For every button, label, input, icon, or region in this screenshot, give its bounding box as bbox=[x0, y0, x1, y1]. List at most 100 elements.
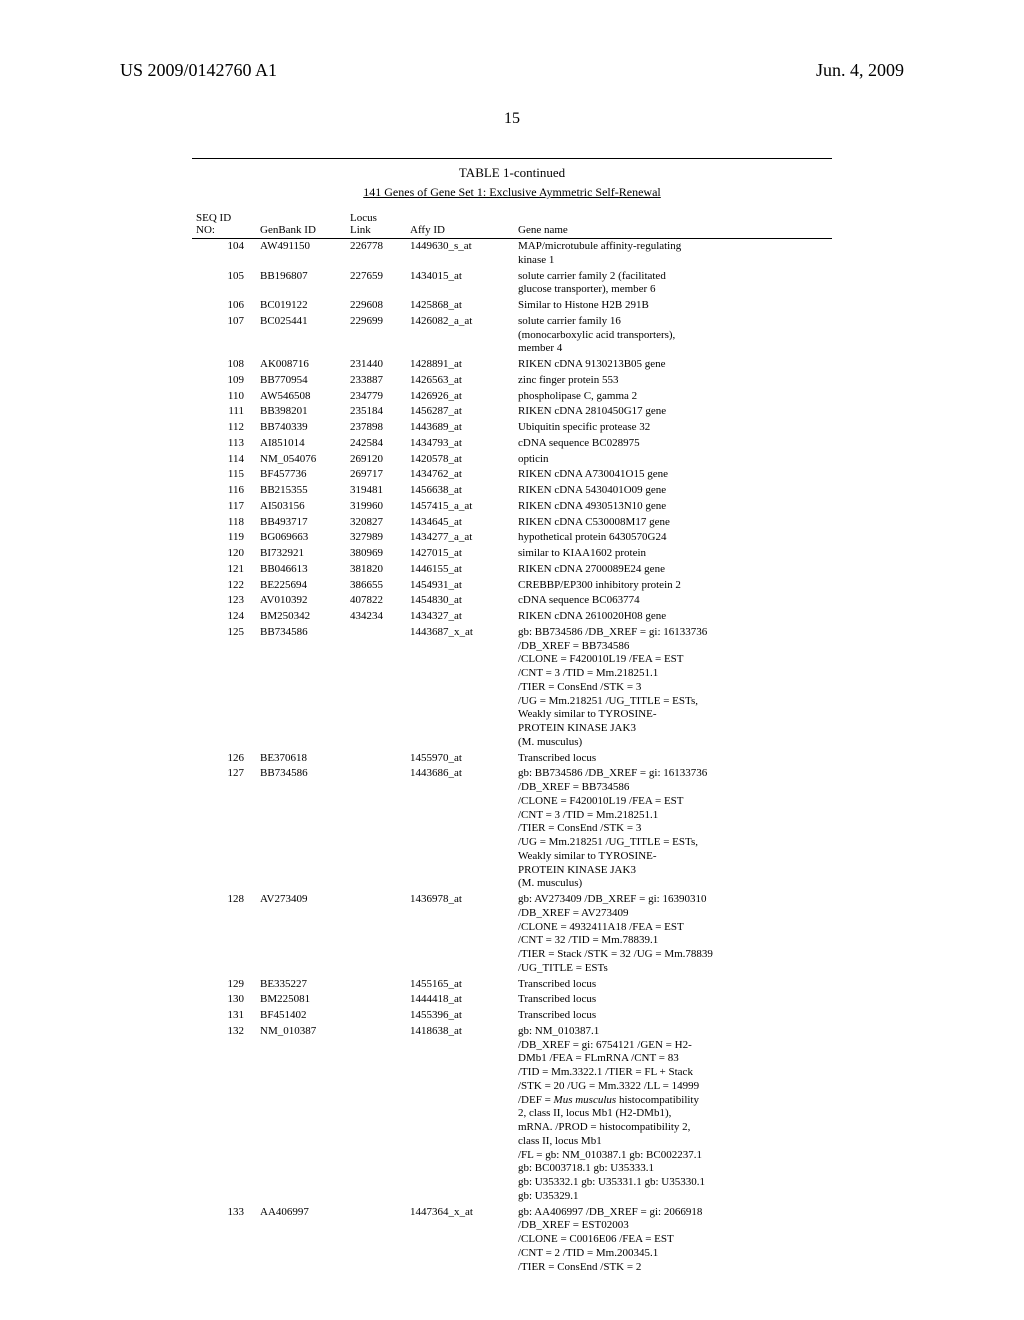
cell-loc bbox=[346, 766, 406, 892]
cell-loc: 229699 bbox=[346, 314, 406, 357]
cell-seq: 106 bbox=[192, 298, 256, 314]
cell-gen: AV010392 bbox=[256, 593, 346, 609]
table-top-rule bbox=[192, 158, 832, 159]
cell-name: Ubiquitin specific protease 32 bbox=[514, 420, 832, 436]
cell-name: RIKEN cDNA 2810450G17 gene bbox=[514, 404, 832, 420]
cell-seq: 119 bbox=[192, 530, 256, 546]
cell-loc bbox=[346, 1008, 406, 1024]
table-row: 127BB7345861443686_atgb: BB734586 /DB_XR… bbox=[192, 766, 832, 892]
cell-affy: 1427015_at bbox=[406, 546, 514, 562]
cell-gen: BG069663 bbox=[256, 530, 346, 546]
cell-affy: 1455165_at bbox=[406, 977, 514, 993]
cell-gen: BE335227 bbox=[256, 977, 346, 993]
cell-name: Transcribed locus bbox=[514, 1008, 832, 1024]
cell-gen: BF457736 bbox=[256, 467, 346, 483]
cell-loc: 226778 bbox=[346, 239, 406, 269]
table-row: 104AW4911502267781449630_s_atMAP/microtu… bbox=[192, 239, 832, 269]
cell-seq: 130 bbox=[192, 992, 256, 1008]
table-row: 124BM2503424342341434327_atRIKEN cDNA 26… bbox=[192, 609, 832, 625]
cell-affy: 1420578_at bbox=[406, 452, 514, 468]
table-row: 112BB7403392378981443689_atUbiquitin spe… bbox=[192, 420, 832, 436]
cell-gen: BE225694 bbox=[256, 578, 346, 594]
cell-gen: BI732921 bbox=[256, 546, 346, 562]
cell-name: RIKEN cDNA 2700089E24 gene bbox=[514, 562, 832, 578]
cell-loc bbox=[346, 625, 406, 751]
cell-name: RIKEN cDNA 4930513N10 gene bbox=[514, 499, 832, 515]
cell-loc bbox=[346, 1024, 406, 1205]
cell-seq: 128 bbox=[192, 892, 256, 977]
table-row: 116BB2153553194811456638_atRIKEN cDNA 54… bbox=[192, 483, 832, 499]
cell-gen: BC025441 bbox=[256, 314, 346, 357]
table-row: 122BE2256943866551454931_atCREBBP/EP300 … bbox=[192, 578, 832, 594]
cell-name: CREBBP/EP300 inhibitory protein 2 bbox=[514, 578, 832, 594]
cell-loc: 269120 bbox=[346, 452, 406, 468]
cell-affy: 1447364_x_at bbox=[406, 1205, 514, 1276]
cell-loc bbox=[346, 1205, 406, 1276]
cell-gen: BE370618 bbox=[256, 751, 346, 767]
cell-affy: 1443689_at bbox=[406, 420, 514, 436]
cell-seq: 117 bbox=[192, 499, 256, 515]
cell-loc: 407822 bbox=[346, 593, 406, 609]
cell-affy: 1446155_at bbox=[406, 562, 514, 578]
cell-affy: 1434015_at bbox=[406, 269, 514, 299]
cell-affy: 1434327_at bbox=[406, 609, 514, 625]
cell-gen: AA406997 bbox=[256, 1205, 346, 1276]
cell-name: gb: BB734586 /DB_XREF = gi: 16133736/DB_… bbox=[514, 625, 832, 751]
cell-loc: 229608 bbox=[346, 298, 406, 314]
cell-seq: 113 bbox=[192, 436, 256, 452]
cell-seq: 127 bbox=[192, 766, 256, 892]
cell-seq: 114 bbox=[192, 452, 256, 468]
cell-gen: BM250342 bbox=[256, 609, 346, 625]
cell-seq: 129 bbox=[192, 977, 256, 993]
cell-name: phospholipase C, gamma 2 bbox=[514, 389, 832, 405]
cell-affy: 1436978_at bbox=[406, 892, 514, 977]
cell-loc: 434234 bbox=[346, 609, 406, 625]
cell-gen: BM225081 bbox=[256, 992, 346, 1008]
cell-name: gb: AV273409 /DB_XREF = gi: 16390310/DB_… bbox=[514, 892, 832, 977]
cell-gen: AI851014 bbox=[256, 436, 346, 452]
cell-seq: 110 bbox=[192, 389, 256, 405]
cell-gen: NM_010387 bbox=[256, 1024, 346, 1205]
table-row: 129BE335227 1455165_atTranscribed locus bbox=[192, 977, 832, 993]
cell-seq: 111 bbox=[192, 404, 256, 420]
cell-seq: 105 bbox=[192, 269, 256, 299]
cell-name: MAP/microtubule affinity-regulatingkinas… bbox=[514, 239, 832, 269]
cell-affy: 1457415_a_at bbox=[406, 499, 514, 515]
cell-loc: 242584 bbox=[346, 436, 406, 452]
cell-seq: 118 bbox=[192, 515, 256, 531]
table-row: 133AA4069971447364_x_atgb: AA406997 /DB_… bbox=[192, 1205, 832, 1276]
cell-seq: 132 bbox=[192, 1024, 256, 1205]
table-row: 106BC0191222296081425868_atSimilar to Hi… bbox=[192, 298, 832, 314]
cell-loc: 327989 bbox=[346, 530, 406, 546]
cell-gen: AK008716 bbox=[256, 357, 346, 373]
col-locus: LocusLink bbox=[346, 210, 406, 239]
cell-gen: BB493717 bbox=[256, 515, 346, 531]
table-row: 130BM2250811444418_atTranscribed locus bbox=[192, 992, 832, 1008]
cell-gen: BB770954 bbox=[256, 373, 346, 389]
cell-gen: BB740339 bbox=[256, 420, 346, 436]
table-row: 125BB7345861443687_x_atgb: BB734586 /DB_… bbox=[192, 625, 832, 751]
table-row: 109BB7709542338871426563_atzinc finger p… bbox=[192, 373, 832, 389]
cell-affy: 1456638_at bbox=[406, 483, 514, 499]
cell-name: gb: NM_010387.1 /DB_XREF = gi: 6754121 /… bbox=[514, 1024, 832, 1205]
col-genbank: GenBank ID bbox=[256, 210, 346, 239]
cell-affy: 1434793_at bbox=[406, 436, 514, 452]
table-row: 123AV0103924078221454830_atcDNA sequence… bbox=[192, 593, 832, 609]
table-row: 121BB0466133818201446155_atRIKEN cDNA 27… bbox=[192, 562, 832, 578]
table-row: 119BG0696633279891434277_a_athypothetica… bbox=[192, 530, 832, 546]
patent-number: US 2009/0142760 A1 bbox=[120, 60, 277, 81]
cell-name: opticin bbox=[514, 452, 832, 468]
cell-gen: BC019122 bbox=[256, 298, 346, 314]
cell-loc: 227659 bbox=[346, 269, 406, 299]
table-row: 118BB4937173208271434645_atRIKEN cDNA C5… bbox=[192, 515, 832, 531]
cell-affy: 1456287_at bbox=[406, 404, 514, 420]
cell-seq: 133 bbox=[192, 1205, 256, 1276]
cell-seq: 104 bbox=[192, 239, 256, 269]
cell-gen: BB398201 bbox=[256, 404, 346, 420]
cell-name: RIKEN cDNA 2610020H08 gene bbox=[514, 609, 832, 625]
cell-seq: 112 bbox=[192, 420, 256, 436]
cell-gen: AV273409 bbox=[256, 892, 346, 977]
cell-name: Transcribed locus bbox=[514, 977, 832, 993]
table-row: 131BF4514021455396_atTranscribed locus bbox=[192, 1008, 832, 1024]
table-row: 117AI5031563199601457415_a_atRIKEN cDNA … bbox=[192, 499, 832, 515]
